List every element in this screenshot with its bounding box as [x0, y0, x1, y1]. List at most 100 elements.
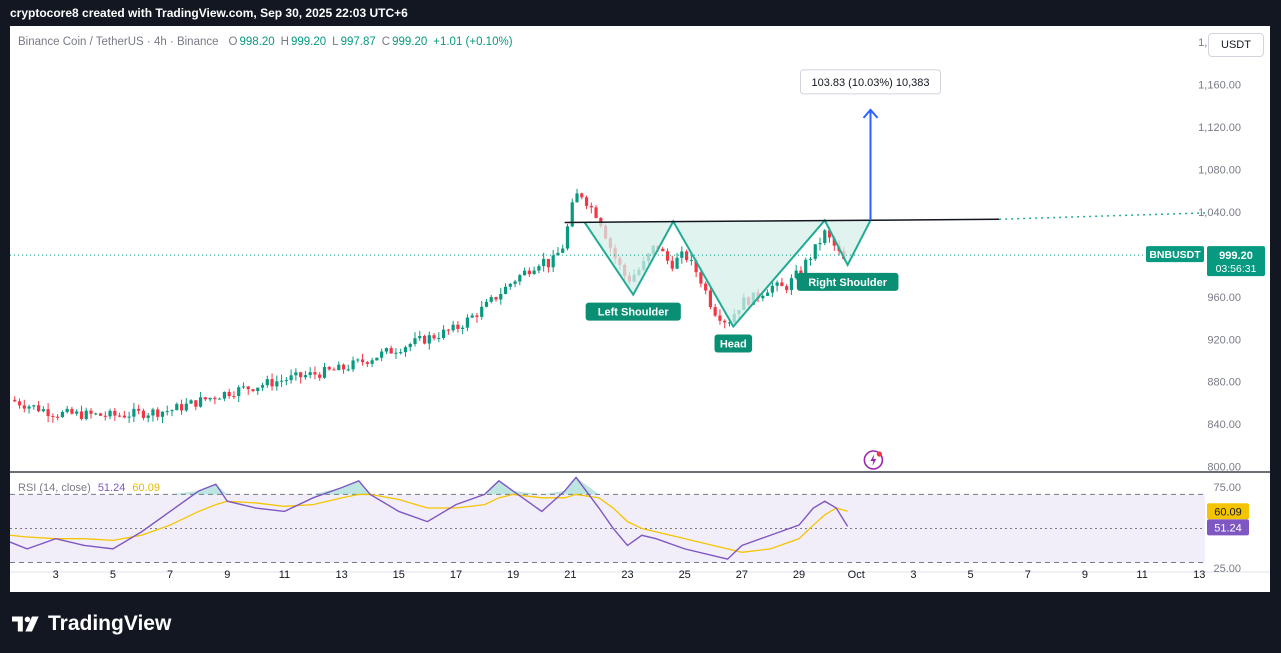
high-label: H — [280, 36, 289, 48]
price-tick-label: 1,120.00 — [1198, 122, 1241, 134]
candle-body — [260, 385, 265, 388]
chart-attribution: cryptocore8 created with TradingView.com… — [10, 6, 408, 20]
rsi-line[interactable] — [10, 476, 849, 560]
candle-body — [713, 307, 717, 316]
candle-body — [337, 364, 341, 371]
price-tick-label: 960.00 — [1207, 292, 1241, 304]
candle-body — [241, 386, 246, 388]
date-tick-label: 11 — [279, 569, 290, 581]
price-tick-label: 800.00 — [1207, 462, 1241, 474]
candle-body — [308, 372, 312, 376]
candle-body — [441, 329, 446, 338]
candle-body — [589, 205, 593, 208]
candle-body — [808, 258, 813, 260]
pattern-label-box[interactable] — [714, 334, 753, 353]
candle-body — [103, 415, 107, 417]
candle-body — [427, 335, 431, 344]
price-chart[interactable]: 800.00 840.00 880.00 920.00 960.00 1,040.00 1,… — [10, 26, 1270, 592]
candle-body — [785, 286, 789, 291]
candle-body — [399, 352, 403, 354]
ticker-tag-box — [1146, 246, 1204, 263]
date-tick-label: 13 — [336, 569, 348, 581]
candle-body — [332, 369, 336, 371]
candle-body — [832, 237, 836, 246]
measure-label-box — [800, 69, 942, 95]
candle-body — [503, 286, 508, 294]
pattern-label-box[interactable] — [796, 272, 899, 291]
candle-body — [761, 295, 765, 299]
candle-body — [70, 408, 74, 414]
tradingview-logo[interactable]: TradingView — [12, 612, 171, 636]
date-tick-label: 25 — [679, 569, 691, 581]
candle-body — [451, 324, 455, 331]
close-label: C — [381, 36, 391, 48]
rsi-legend: RSI (14, close) 51.24 60.09 — [18, 482, 160, 494]
candle-body — [480, 306, 484, 317]
candle-body — [265, 379, 269, 386]
candle-body — [299, 372, 303, 378]
pattern-label: Head — [720, 339, 747, 351]
candle-body — [84, 410, 88, 420]
candle-body — [770, 285, 774, 293]
candle-body — [322, 366, 327, 378]
open-value: 998.20 — [239, 36, 275, 48]
candle-body — [537, 266, 541, 271]
candle-body — [665, 251, 670, 261]
candle-body — [575, 193, 579, 203]
date-tick-label: 7 — [1025, 569, 1031, 581]
candle-body — [313, 372, 317, 375]
chart-frame[interactable]: 800.00 840.00 880.00 920.00 960.00 1,040.00 1,… — [10, 26, 1270, 592]
candle-body — [670, 260, 674, 269]
event-dot-icon — [876, 451, 882, 457]
candle-body — [270, 379, 274, 387]
inverse-head-shoulders-outline[interactable] — [583, 218, 872, 329]
candle-body — [256, 387, 260, 392]
candle-body — [127, 416, 131, 418]
candle-body — [465, 317, 470, 328]
rsi-ma-line[interactable] — [10, 493, 848, 553]
candle-body — [804, 259, 808, 274]
event-icon[interactable] — [863, 450, 884, 470]
rsi-legend-value: 51.24 — [97, 482, 126, 494]
neckline-extension — [999, 212, 1206, 221]
date-tick-label: 17 — [450, 569, 462, 581]
candle-body — [375, 357, 379, 361]
candle-body — [279, 380, 284, 382]
price-tick-label: 1,040.00 — [1198, 207, 1241, 219]
candle-body — [156, 409, 160, 417]
price-tag-countdown: 03:56:31 — [1216, 263, 1257, 275]
price-tag-box — [1207, 246, 1265, 277]
candle-body — [165, 411, 169, 413]
candle-body — [380, 351, 384, 358]
candle-body — [522, 270, 527, 276]
candle-body — [289, 375, 293, 381]
candle-body — [494, 297, 498, 300]
price-tick-label: 880.00 — [1207, 377, 1241, 389]
candle-body — [723, 320, 727, 323]
candle-body — [546, 258, 551, 268]
candle-body — [79, 411, 84, 420]
candle-body — [813, 244, 817, 259]
candle-body — [117, 415, 122, 417]
date-tick-label: 3 — [53, 569, 59, 581]
candle-body — [122, 415, 126, 418]
candle-body — [22, 405, 26, 409]
candle-body — [437, 337, 441, 339]
date-tick-label: 7 — [167, 569, 173, 581]
candle-body — [556, 252, 560, 256]
currency-button[interactable]: USDT — [1208, 33, 1264, 57]
pattern-label: Left Shoulder — [598, 307, 670, 319]
date-tick-label: 9 — [1082, 569, 1088, 581]
candle-body — [470, 315, 474, 318]
candle-body — [294, 372, 298, 376]
candle-body — [51, 416, 55, 418]
rsi-tag-box — [1207, 519, 1249, 536]
date-tick-label: 11 — [1136, 569, 1147, 581]
neckline[interactable] — [564, 218, 1000, 224]
date-tick-label: 5 — [968, 569, 974, 581]
pattern-label-box[interactable] — [585, 302, 681, 321]
candle-body — [689, 259, 693, 261]
candle-body — [356, 359, 360, 361]
candle-body — [584, 197, 589, 206]
candle-body — [580, 193, 584, 198]
